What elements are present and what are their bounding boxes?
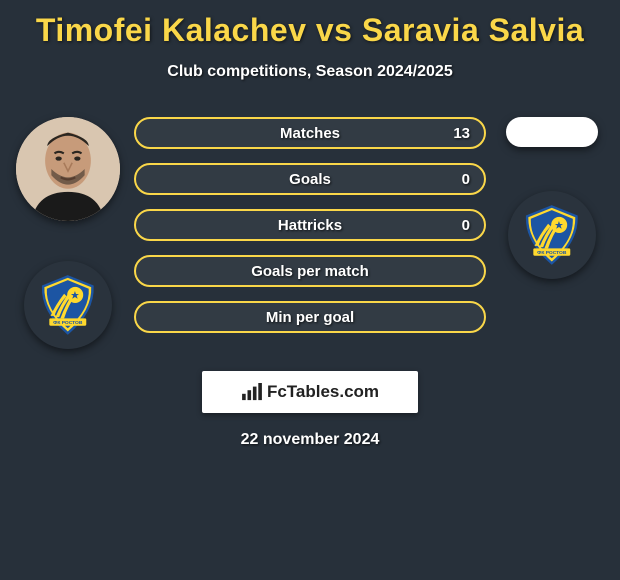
player-left-column: ФК РОСТОВ (8, 117, 128, 349)
stat-right-value: 0 (462, 211, 470, 239)
brand-text: FcTables.com (267, 382, 379, 402)
comparison-row: ФК РОСТОВ Matches 13 Goals 0 Hattricks 0… (0, 117, 620, 349)
stat-label: Hattricks (278, 217, 342, 234)
badge-text: ФК РОСТОВ (53, 320, 83, 326)
badge-text: ФК РОСТОВ (537, 250, 567, 256)
stat-label: Goals (289, 171, 331, 188)
player-1-portrait-icon (16, 117, 120, 221)
stat-row-goals-per-match: Goals per match (134, 255, 486, 287)
stat-label: Matches (280, 125, 340, 142)
player-1-club-badge: ФК РОСТОВ (24, 261, 112, 349)
fk-rostov-icon: ФК РОСТОВ (521, 204, 583, 266)
brand-badge: FcTables.com (202, 371, 418, 413)
fk-rostov-icon: ФК РОСТОВ (37, 274, 99, 336)
stat-label: Min per goal (266, 309, 354, 326)
page-title: Timofei Kalachev vs Saravia Salvia (0, 0, 620, 49)
page-subtitle: Club competitions, Season 2024/2025 (0, 63, 620, 81)
stat-row-min-per-goal: Min per goal (134, 301, 486, 333)
bar-chart-icon (241, 383, 263, 401)
stat-row-goals: Goals 0 (134, 163, 486, 195)
stat-row-matches: Matches 13 (134, 117, 486, 149)
player-2-photo-placeholder (506, 117, 598, 147)
player-1-photo (16, 117, 120, 221)
player-2-club-badge: ФК РОСТОВ (508, 191, 596, 279)
stat-label: Goals per match (251, 263, 369, 280)
stat-row-hattricks: Hattricks 0 (134, 209, 486, 241)
footer-date: 22 november 2024 (0, 431, 620, 449)
stat-right-value: 0 (462, 165, 470, 193)
stat-right-value: 13 (453, 119, 470, 147)
stats-column: Matches 13 Goals 0 Hattricks 0 Goals per… (128, 117, 492, 333)
player-right-column: ФК РОСТОВ (492, 117, 612, 279)
